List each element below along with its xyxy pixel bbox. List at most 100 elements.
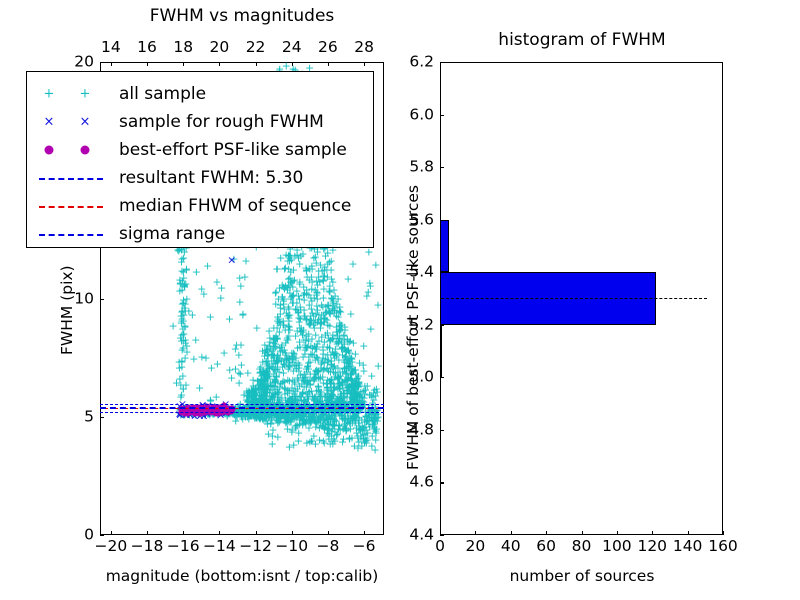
x-tick-bottom [291, 531, 293, 535]
x-tick-label-top: 20 [210, 39, 230, 56]
right-panel-title: histogram of FWHM [498, 30, 665, 50]
legend-entry: resultant FWHM: 5.30 [27, 162, 373, 194]
legend-label: median FHWM of sequence [119, 196, 351, 216]
legend-symbol: + + [27, 78, 119, 110]
hist-y-tick [440, 377, 444, 379]
hist-x-tick-label: 140 [673, 538, 703, 555]
hist-y-tick-label: 6.0 [392, 106, 434, 123]
hist-x-tick [510, 531, 512, 535]
y-tick [100, 535, 104, 537]
x-tick-label-bottom: −14 [203, 538, 236, 555]
legend-marker-dot [44, 145, 54, 155]
hist-x-tick [546, 531, 548, 535]
hist-x-tick [581, 531, 583, 535]
hist-x-tick-label: 0 [435, 538, 445, 555]
legend-entry: + + all sample [27, 78, 373, 110]
right-x-axis-label: number of sources [510, 567, 655, 585]
hist-y-tick [440, 114, 444, 116]
x-tick-bottom [147, 531, 149, 535]
x-tick-top [183, 62, 185, 66]
hist-x-tick [440, 531, 442, 535]
x-tick-label-bottom: −8 [316, 538, 339, 555]
y-tick-label: 10 [62, 290, 94, 307]
y-tick [100, 62, 104, 64]
x-tick-label-top: 14 [101, 39, 121, 56]
hist-y-tick-label: 5.6 [392, 211, 434, 228]
hist-y-tick [440, 535, 444, 537]
hist-x-tick [475, 531, 477, 535]
hist-x-tick [723, 531, 725, 535]
hist-y-tick-label: 4.6 [392, 474, 434, 491]
x-tick-top [327, 62, 330, 66]
x-tick-label-bottom: −20 [94, 538, 127, 555]
legend-symbol [27, 218, 119, 250]
left-x-axis-label: magnitude (bottom:isnt / top:calib) [106, 567, 379, 585]
x-tick-bottom [110, 531, 112, 535]
hist-y-tick [440, 62, 444, 64]
x-tick-label-top: 26 [318, 39, 338, 56]
x-tick-label-top: 24 [282, 39, 302, 56]
x-tick-top [364, 62, 366, 66]
hist-y-tick-label: 5.2 [392, 317, 434, 333]
x-tick-bottom [364, 531, 366, 535]
sigma-range-lower-line [100, 412, 384, 413]
hist-y-tick-label: 5.4 [392, 264, 434, 280]
hist-y-tick-label: 6.2 [392, 54, 434, 70]
x-tick-label-top: 16 [137, 39, 157, 56]
hist-resultant-fwhm-line [441, 298, 707, 299]
hist-y-tick [440, 482, 444, 484]
x-tick-bottom [183, 531, 185, 535]
legend-symbol [27, 162, 119, 194]
x-tick-top [291, 62, 293, 66]
y-tick-label: 0 [62, 527, 94, 543]
legend-label: best-effort PSF-like sample [119, 140, 347, 160]
x-tick-bottom [255, 531, 257, 535]
legend-line-dashed [39, 206, 103, 208]
x-tick-label-top: 18 [173, 39, 193, 56]
hist-y-tick [440, 167, 444, 169]
x-tick-label-bottom: −6 [353, 538, 376, 555]
y-tick-label: 20 [62, 54, 94, 70]
x-tick-label-bottom: −10 [275, 538, 308, 555]
sigma-range-upper-line [100, 404, 384, 405]
legend-line-dashed [39, 178, 103, 180]
hist-x-tick [616, 531, 618, 535]
legend-entry: sigma range [27, 218, 373, 250]
y-tick [100, 298, 104, 300]
hist-y-tick-label: 5.0 [392, 369, 434, 386]
legend-label: resultant FWHM: 5.30 [119, 168, 303, 188]
legend-marker-x: × [44, 116, 55, 129]
hist-x-tick-label: 40 [501, 538, 521, 555]
legend-marker-dot [80, 145, 90, 155]
legend-symbol: × × [27, 106, 119, 138]
legend-label: all sample [119, 84, 206, 104]
hist-x-tick-label: 100 [602, 538, 632, 555]
x-tick-top [219, 62, 221, 66]
hist-x-tick [687, 531, 689, 535]
legend-marker-plus: + [44, 88, 55, 101]
x-tick-top [110, 62, 112, 66]
legend-symbol [27, 190, 119, 222]
hist-x-tick-label: 160 [708, 538, 738, 555]
hist-x-tick-label: 80 [572, 538, 592, 555]
legend-marker-plus: + [80, 88, 91, 101]
x-tick-label-bottom: −18 [131, 538, 164, 555]
legend-entry: best-effort PSF-like sample [27, 134, 373, 166]
y-tick-label: 5 [62, 408, 94, 425]
hist-y-tick-label: 4.8 [392, 422, 434, 438]
x-tick-top [147, 62, 149, 66]
histogram-bar [440, 324, 442, 378]
hist-x-tick-label: 60 [536, 538, 556, 555]
legend-label: sigma range [119, 224, 225, 244]
legend-entry: × × sample for rough FWHM [27, 106, 373, 138]
hist-y-tick-label: 5.8 [392, 159, 434, 175]
legend-symbol [27, 134, 119, 166]
hist-x-tick-label: 20 [466, 538, 486, 555]
hist-y-tick-label: 4.4 [392, 527, 434, 543]
legend-box: + + all sample × × sample for rough FWHM best-… [26, 71, 374, 248]
left-y-axis-label: FWHM (pix) [58, 265, 76, 355]
x-tick-bottom [327, 531, 330, 535]
hist-y-tick [440, 429, 444, 431]
histogram-bar [440, 219, 449, 273]
